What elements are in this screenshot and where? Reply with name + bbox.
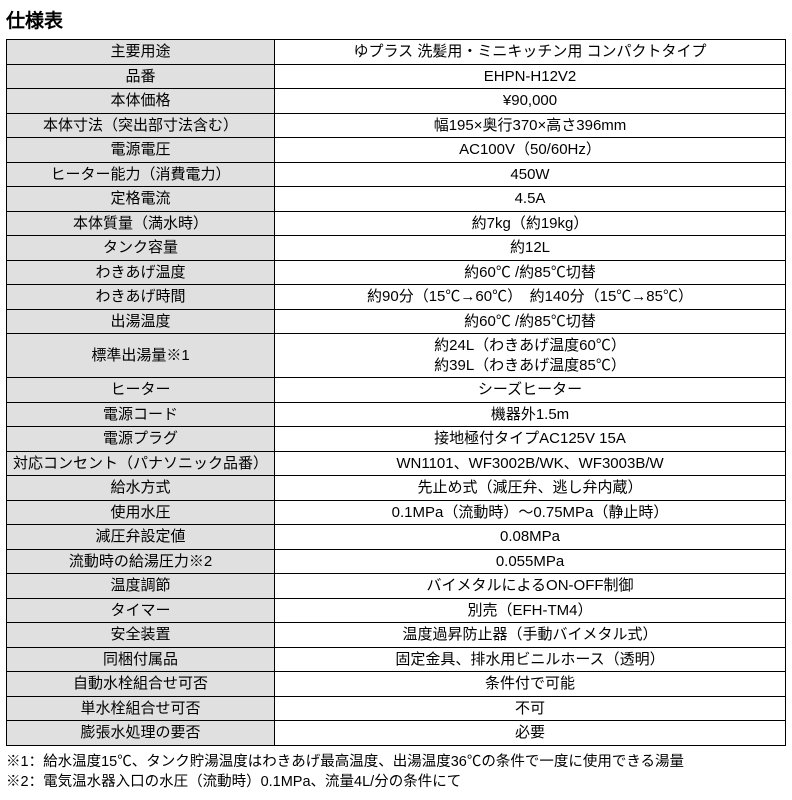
spec-label: ヒーター <box>7 378 275 403</box>
footnote-line: ※1：給水温度15℃、タンク貯湯温度はわきあげ最高温度、出湯温度36℃の条件で一… <box>6 752 786 772</box>
spec-label: ヒーター能力（消費電力） <box>7 162 275 187</box>
table-row: 減圧弁設定値0.08MPa <box>7 525 786 550</box>
table-row: 出湯温度約60℃ /約85℃切替 <box>7 309 786 334</box>
spec-label: わきあげ時間 <box>7 285 275 310</box>
spec-value: 接地極付タイプAC125V 15A <box>275 427 786 452</box>
spec-value: 4.5A <box>275 187 786 212</box>
footnote-line: ※2：電気温水器入口の水圧（流動時）0.1MPa、流量4L/分の条件にて <box>6 772 786 792</box>
table-row: 単水栓組合せ可否不可 <box>7 696 786 721</box>
table-row: ヒーター能力（消費電力）450W <box>7 162 786 187</box>
table-row: 自動水栓組合せ可否条件付で可能 <box>7 672 786 697</box>
spec-value: シーズヒーター <box>275 378 786 403</box>
spec-label: 定格電流 <box>7 187 275 212</box>
spec-value: 約90分（15℃→60℃） 約140分（15℃→85℃） <box>275 285 786 310</box>
spec-label: 自動水栓組合せ可否 <box>7 672 275 697</box>
spec-value: 0.08MPa <box>275 525 786 550</box>
spec-label: 電源電圧 <box>7 138 275 163</box>
spec-value: EHPN-H12V2 <box>275 64 786 89</box>
table-row: 膨張水処理の要否必要 <box>7 721 786 746</box>
spec-value: 約7kg（約19kg） <box>275 211 786 236</box>
spec-label: 本体価格 <box>7 89 275 114</box>
page-title: 仕様表 <box>6 6 786 33</box>
spec-value: 0.055MPa <box>275 549 786 574</box>
table-row: 対応コンセント（パナソニック品番）WN1101、WF3002B/WK、WF300… <box>7 451 786 476</box>
spec-label: 品番 <box>7 64 275 89</box>
spec-label: タイマー <box>7 598 275 623</box>
table-row: 使用水圧0.1MPa（流動時）～0.75MPa（静止時） <box>7 500 786 525</box>
table-row: わきあげ時間約90分（15℃→60℃） 約140分（15℃→85℃） <box>7 285 786 310</box>
table-row: 給水方式先止め式（減圧弁、逃し弁内蔵） <box>7 476 786 501</box>
table-row: タンク容量約12L <box>7 236 786 261</box>
spec-value: 不可 <box>275 696 786 721</box>
spec-label: わきあげ温度 <box>7 260 275 285</box>
spec-label: タンク容量 <box>7 236 275 261</box>
spec-value: 条件付で可能 <box>275 672 786 697</box>
spec-label: 温度調節 <box>7 574 275 599</box>
table-row: 定格電流4.5A <box>7 187 786 212</box>
table-row: 本体質量（満水時）約7kg（約19kg） <box>7 211 786 236</box>
spec-value: 別売（EFH-TM4） <box>275 598 786 623</box>
table-row: 主要用途ゆプラス 洗髪用・ミニキッチン用 コンパクトタイプ <box>7 40 786 65</box>
spec-label: 電源コード <box>7 402 275 427</box>
spec-label: 主要用途 <box>7 40 275 65</box>
table-row: タイマー別売（EFH-TM4） <box>7 598 786 623</box>
spec-label: 対応コンセント（パナソニック品番） <box>7 451 275 476</box>
table-row: 安全装置温度過昇防止器（手動バイメタル式） <box>7 623 786 648</box>
table-row: 電源コード機器外1.5m <box>7 402 786 427</box>
spec-value: 約60℃ /約85℃切替 <box>275 260 786 285</box>
table-row: 流動時の給湯圧力※20.055MPa <box>7 549 786 574</box>
spec-label: 膨張水処理の要否 <box>7 721 275 746</box>
spec-value: 先止め式（減圧弁、逃し弁内蔵） <box>275 476 786 501</box>
spec-value: 機器外1.5m <box>275 402 786 427</box>
spec-label: 標準出湯量※1 <box>7 334 275 378</box>
spec-label: 出湯温度 <box>7 309 275 334</box>
table-row: 電源プラグ接地極付タイプAC125V 15A <box>7 427 786 452</box>
table-row: 本体寸法（突出部寸法含む）幅195×奥行370×高さ396mm <box>7 113 786 138</box>
spec-label: 単水栓組合せ可否 <box>7 696 275 721</box>
spec-label: 本体寸法（突出部寸法含む） <box>7 113 275 138</box>
table-row: 本体価格¥90,000 <box>7 89 786 114</box>
spec-label: 給水方式 <box>7 476 275 501</box>
spec-table: 主要用途ゆプラス 洗髪用・ミニキッチン用 コンパクトタイプ品番EHPN-H12V… <box>6 39 786 746</box>
spec-value: 必要 <box>275 721 786 746</box>
spec-label: 減圧弁設定値 <box>7 525 275 550</box>
spec-value: 幅195×奥行370×高さ396mm <box>275 113 786 138</box>
spec-value: WN1101、WF3002B/WK、WF3003B/W <box>275 451 786 476</box>
table-row: 電源電圧AC100V（50/60Hz） <box>7 138 786 163</box>
spec-value: 固定金具、排水用ビニルホース（透明） <box>275 647 786 672</box>
spec-label: 安全装置 <box>7 623 275 648</box>
table-row: 同梱付属品固定金具、排水用ビニルホース（透明） <box>7 647 786 672</box>
spec-value: 約12L <box>275 236 786 261</box>
spec-label: 同梱付属品 <box>7 647 275 672</box>
spec-value: 温度過昇防止器（手動バイメタル式） <box>275 623 786 648</box>
spec-value: ¥90,000 <box>275 89 786 114</box>
spec-value: 約60℃ /約85℃切替 <box>275 309 786 334</box>
spec-label: 本体質量（満水時） <box>7 211 275 236</box>
table-row: わきあげ温度約60℃ /約85℃切替 <box>7 260 786 285</box>
table-row: 標準出湯量※1約24L（わきあげ温度60℃）約39L（わきあげ温度85℃） <box>7 334 786 378</box>
spec-label: 電源プラグ <box>7 427 275 452</box>
spec-value: 450W <box>275 162 786 187</box>
footnotes: ※1：給水温度15℃、タンク貯湯温度はわきあげ最高温度、出湯温度36℃の条件で一… <box>6 752 786 793</box>
table-row: 温度調節バイメタルによるON-OFF制御 <box>7 574 786 599</box>
spec-value: 約24L（わきあげ温度60℃）約39L（わきあげ温度85℃） <box>275 334 786 378</box>
spec-value: ゆプラス 洗髪用・ミニキッチン用 コンパクトタイプ <box>275 40 786 65</box>
table-row: 品番EHPN-H12V2 <box>7 64 786 89</box>
spec-value: AC100V（50/60Hz） <box>275 138 786 163</box>
spec-label: 流動時の給湯圧力※2 <box>7 549 275 574</box>
spec-label: 使用水圧 <box>7 500 275 525</box>
spec-value: バイメタルによるON-OFF制御 <box>275 574 786 599</box>
spec-value: 0.1MPa（流動時）～0.75MPa（静止時） <box>275 500 786 525</box>
table-row: ヒーターシーズヒーター <box>7 378 786 403</box>
